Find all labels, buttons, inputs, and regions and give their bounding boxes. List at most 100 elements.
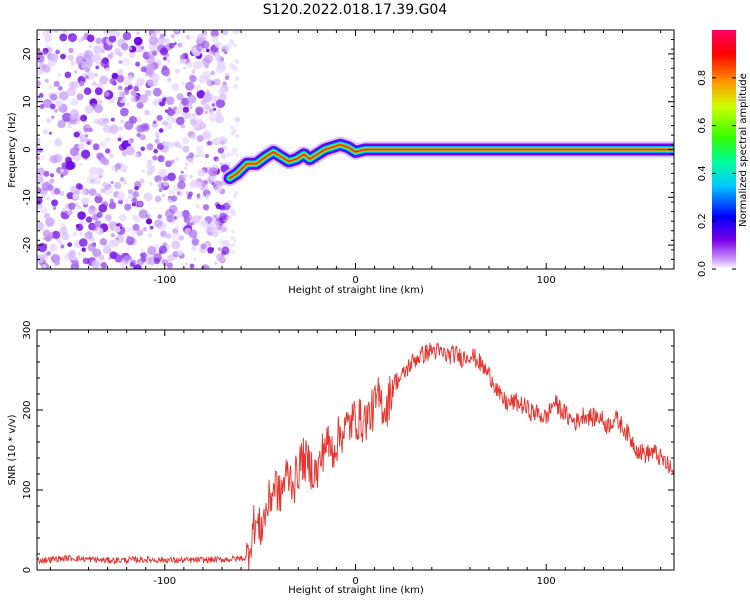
noise-blob — [178, 60, 182, 65]
noise-blob — [95, 255, 102, 263]
noise-blob — [187, 94, 197, 104]
noise-blob — [125, 236, 135, 246]
noise-blob — [44, 78, 49, 83]
noise-blob — [161, 94, 166, 99]
x-tick-label: 100 — [537, 275, 556, 286]
noise-blob — [131, 202, 136, 207]
noise-blob — [42, 129, 48, 135]
noise-blob — [198, 151, 205, 158]
noise-blob — [143, 192, 153, 202]
noise-blob — [48, 85, 53, 89]
noise-blob — [78, 143, 85, 150]
noise-blob — [59, 33, 68, 42]
noise-blob — [158, 245, 168, 254]
noise-blob — [229, 62, 232, 65]
noise-blob — [191, 238, 200, 246]
noise-blob — [108, 201, 117, 210]
noise-blob — [159, 47, 169, 56]
snr-panel: -100 0 100 0 100 200 300 Height of straight li… — [7, 320, 675, 596]
noise-blob — [60, 222, 66, 228]
noise-blob — [69, 114, 76, 120]
noise-blob — [62, 112, 72, 123]
noise-blob — [45, 235, 52, 242]
colorbar-ticks: 0.0 0.2 0.4 0.6 0.8 — [697, 70, 736, 277]
noise-blob — [225, 43, 232, 50]
noise-blob — [190, 119, 197, 126]
noise-blob — [103, 91, 110, 97]
noise-blob — [157, 97, 163, 103]
noise-blob — [37, 147, 43, 153]
noise-blob — [154, 138, 160, 144]
noise-blob — [68, 251, 76, 259]
noise-blob — [55, 99, 63, 108]
noise-blob — [213, 78, 221, 86]
noise-blob — [181, 136, 190, 145]
noise-blob — [218, 99, 226, 108]
noise-blob — [204, 153, 210, 159]
noise-blob — [110, 117, 115, 122]
noise-blob — [37, 221, 45, 231]
noise-blob — [46, 251, 51, 256]
noise-blob — [92, 176, 101, 185]
noise-blob — [149, 225, 154, 230]
noise-blob — [61, 232, 70, 241]
noise-blob — [160, 231, 167, 237]
noise-blob — [96, 97, 102, 103]
noise-blob — [40, 206, 48, 214]
noise-blob — [44, 212, 51, 219]
noise-blob — [176, 191, 181, 195]
noise-blob — [231, 147, 238, 154]
noise-blob — [53, 108, 59, 113]
noise-blob — [185, 162, 189, 166]
noise-blob — [234, 117, 240, 122]
noise-blob — [188, 229, 198, 239]
noise-blob — [219, 93, 227, 101]
noise-blob — [206, 228, 214, 236]
noise-blob — [72, 231, 78, 237]
noise-blob — [94, 220, 102, 228]
colorbar-tick-label: 0.8 — [697, 70, 708, 86]
noise-blob — [231, 250, 236, 255]
noise-blob — [42, 31, 49, 38]
y-tick-label: 100 — [22, 480, 33, 499]
noise-blob — [210, 247, 215, 251]
noise-blob — [167, 172, 176, 182]
noise-blob — [144, 67, 153, 75]
noise-blob — [102, 57, 109, 65]
noise-blob — [221, 246, 230, 255]
noise-blob — [81, 247, 86, 252]
noise-blob — [171, 240, 181, 250]
noise-blob — [182, 145, 190, 153]
noise-blob — [132, 197, 138, 203]
noise-blob — [138, 209, 148, 219]
y-tick-label: 300 — [22, 320, 33, 339]
noise-blob — [136, 229, 144, 237]
noise-blob — [85, 75, 89, 79]
noise-blob — [122, 57, 131, 67]
noise-blob — [159, 33, 165, 39]
noise-blob — [96, 209, 100, 213]
noise-blob — [110, 180, 114, 185]
noise-blob — [46, 44, 50, 48]
noise-blob — [84, 231, 93, 240]
noise-blob — [211, 35, 218, 42]
noise-blob — [179, 54, 185, 60]
noise-blob — [171, 195, 178, 202]
noise-blob — [200, 186, 206, 191]
noise-blob — [138, 94, 149, 104]
noise-blob — [218, 136, 228, 146]
y-tick-label: 20 — [22, 48, 33, 61]
noise-blob — [205, 48, 210, 53]
noise-blob — [196, 135, 204, 142]
noise-blob — [170, 159, 175, 164]
noise-blob — [147, 246, 157, 256]
y-tick-label: -10 — [22, 189, 33, 205]
noise-blob — [127, 189, 133, 195]
noise-blob — [156, 114, 163, 121]
noise-blob — [117, 96, 122, 102]
noise-blob — [215, 110, 222, 117]
noise-blob — [65, 160, 75, 171]
noise-blob — [86, 34, 95, 43]
noise-blob — [157, 155, 165, 163]
